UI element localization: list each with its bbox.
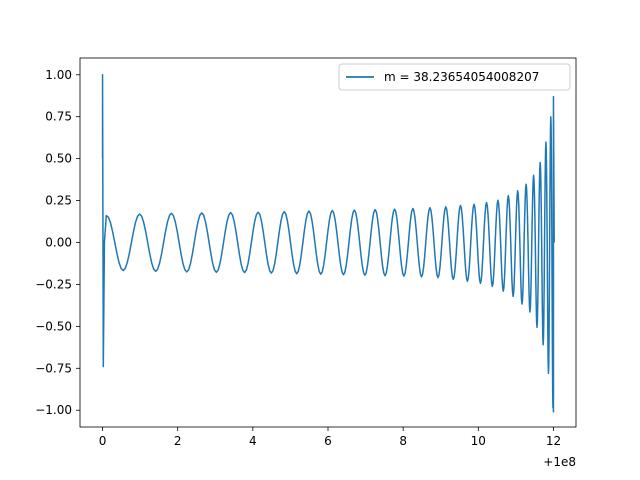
y-tick-label: 1.00 bbox=[45, 68, 72, 82]
y-tick-label: −0.25 bbox=[35, 277, 72, 291]
x-tick-label: 2 bbox=[174, 434, 182, 448]
legend: m = 38.23654054008207 bbox=[338, 63, 571, 91]
y-tick-label: 0.75 bbox=[45, 110, 72, 124]
y-tick-label: 0.50 bbox=[45, 152, 72, 166]
plot-area bbox=[101, 74, 555, 413]
y-tick-label: 0.00 bbox=[45, 236, 72, 250]
y-tick-label: −0.75 bbox=[35, 361, 72, 375]
x-axis: 0 2 4 6 8 10 12 bbox=[99, 427, 561, 448]
y-tick-label: −0.50 bbox=[35, 319, 72, 333]
x-tick-label: 8 bbox=[399, 434, 407, 448]
x-offset-label: +1e8 bbox=[543, 455, 576, 469]
y-axis: 1.00 0.75 0.50 0.25 0.00 −0.25 −0.50 −0.75 −1.00 bbox=[35, 68, 80, 417]
legend-box bbox=[338, 63, 571, 91]
series-line bbox=[101, 74, 555, 413]
x-tick-label: 6 bbox=[324, 434, 332, 448]
x-tick-label: 12 bbox=[546, 434, 561, 448]
legend-label: m = 38.23654054008207 bbox=[384, 70, 539, 84]
x-tick-label: 0 bbox=[99, 434, 107, 448]
x-tick-label: 4 bbox=[249, 434, 257, 448]
x-tick-label: 10 bbox=[471, 434, 486, 448]
y-tick-label: −1.00 bbox=[35, 403, 72, 417]
y-tick-label: 0.25 bbox=[45, 194, 72, 208]
